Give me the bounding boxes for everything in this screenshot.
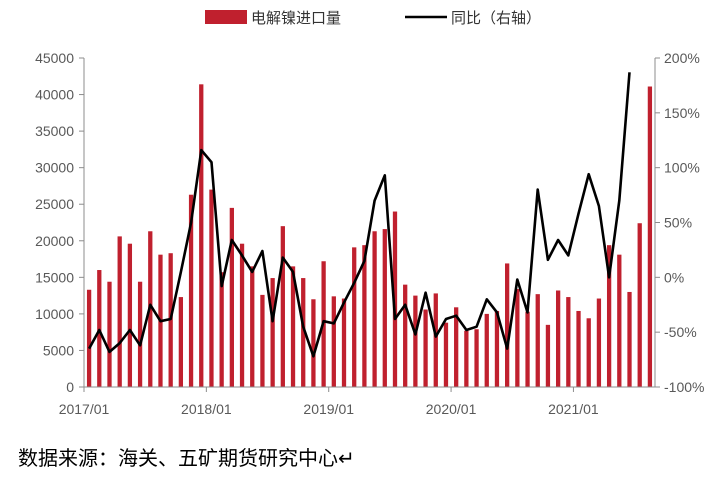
x-tick-label: 2019/01 (303, 401, 354, 417)
right-tick-label: 0% (664, 269, 684, 285)
right-tick-label: 50% (664, 215, 692, 231)
legend-bar-swatch (205, 10, 247, 24)
bar (443, 322, 449, 387)
bar (127, 243, 133, 387)
bar (97, 270, 102, 387)
legend-bar-label: 电解镍进口量 (251, 9, 341, 27)
left-tick-label: 5000 (43, 342, 74, 358)
bar (188, 194, 194, 387)
bar (280, 226, 285, 387)
bar (433, 293, 438, 387)
bar (596, 298, 602, 387)
source-note: 数据来源：海关、五矿期货研究中心↵ (18, 446, 355, 470)
bar (392, 211, 398, 387)
x-tick-label: 2021/01 (548, 401, 599, 417)
bar (484, 313, 489, 387)
bar (352, 247, 357, 387)
bar (525, 311, 530, 387)
legend-line-label: 同比（右轴） (451, 9, 541, 27)
right-tick-label: -50% (664, 324, 697, 340)
chart: 电解镍进口量 同比（右轴） 0 5000 10000 15000 20000 25000 3… (35, 9, 704, 417)
left-tick-label: 30000 (35, 160, 74, 176)
right-axis-ticks: -100% -50% 0% 50% 100% 150% 200% (655, 50, 704, 395)
bar (515, 289, 520, 387)
bar (178, 297, 184, 387)
import-volume-bars (86, 84, 653, 387)
left-tick-label: 10000 (35, 306, 74, 322)
bar (250, 266, 255, 387)
bar (545, 324, 551, 387)
left-tick-label: 0 (66, 379, 74, 395)
bar (423, 309, 428, 387)
legend: 电解镍进口量 同比（右轴） (205, 9, 541, 27)
bar (413, 295, 418, 387)
bar (117, 236, 122, 387)
bar (647, 86, 653, 387)
bar (199, 84, 204, 387)
bar (239, 243, 245, 387)
bar (301, 278, 306, 387)
bar (137, 281, 143, 387)
bar (403, 284, 408, 387)
bar (382, 229, 387, 387)
bar (86, 289, 92, 387)
bar (290, 266, 296, 387)
bar (454, 307, 459, 387)
bar (617, 254, 622, 387)
bar (474, 329, 479, 387)
bar (464, 330, 469, 387)
left-axis-ticks: 0 5000 10000 15000 20000 25000 30000 35000 40000… (35, 50, 84, 395)
bar (627, 291, 632, 387)
bar (372, 231, 377, 387)
bar (576, 310, 581, 387)
left-tick-label: 35000 (35, 123, 74, 139)
bar (260, 294, 265, 387)
x-tick-label: 2020/01 (426, 401, 477, 417)
left-tick-label: 40000 (35, 87, 74, 103)
bar (270, 278, 275, 387)
bar (494, 310, 500, 387)
bar (341, 298, 347, 387)
left-tick-label: 25000 (35, 196, 74, 212)
right-tick-label: 200% (664, 50, 700, 66)
bar (535, 294, 540, 387)
bar (311, 299, 316, 387)
bar (331, 296, 336, 387)
bar (555, 290, 561, 387)
bar (637, 223, 642, 387)
left-tick-label: 15000 (35, 269, 74, 285)
bar (209, 189, 214, 387)
right-tick-label: 100% (664, 160, 700, 176)
x-tick-label: 2018/01 (181, 401, 232, 417)
right-tick-label: -100% (664, 379, 704, 395)
right-tick-label: 150% (664, 105, 700, 121)
bar (229, 207, 234, 387)
yoy-line (87, 72, 631, 358)
bar (606, 245, 612, 387)
left-tick-label: 45000 (35, 50, 74, 66)
bar (566, 297, 571, 387)
left-tick-label: 20000 (35, 233, 74, 249)
bar (505, 263, 510, 387)
bar (586, 318, 591, 387)
bar (107, 281, 112, 387)
bar (219, 272, 224, 387)
x-axis-ticks: 2017/01 2018/01 2019/01 2020/01 2021/01 (59, 387, 599, 417)
x-tick-label: 2017/01 (59, 401, 110, 417)
bar (362, 245, 367, 387)
